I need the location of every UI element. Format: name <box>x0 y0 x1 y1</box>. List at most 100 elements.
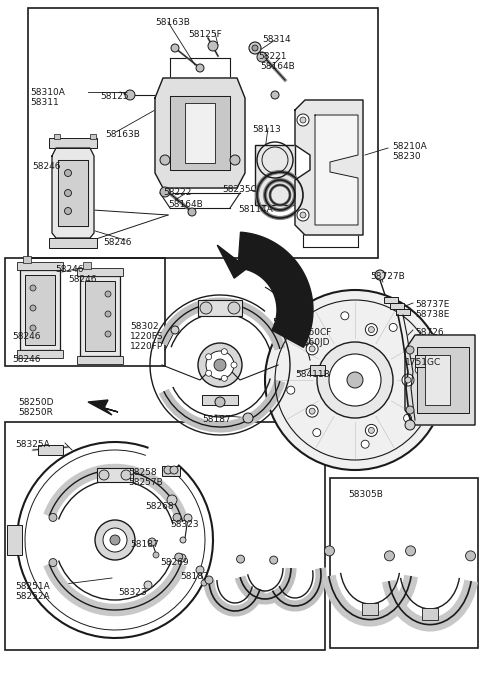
Text: 58163B: 58163B <box>105 130 140 139</box>
Circle shape <box>286 318 294 326</box>
Bar <box>362 603 378 615</box>
Circle shape <box>384 551 395 561</box>
Circle shape <box>180 537 186 543</box>
Circle shape <box>243 413 253 423</box>
Text: 58125F: 58125F <box>188 30 222 39</box>
Text: 58246: 58246 <box>32 162 60 171</box>
Polygon shape <box>58 160 88 226</box>
Circle shape <box>153 552 159 558</box>
Text: 58323: 58323 <box>118 588 146 597</box>
Text: 58251A: 58251A <box>15 582 50 591</box>
Bar <box>425 355 450 405</box>
Circle shape <box>148 538 156 546</box>
Text: 58411B: 58411B <box>295 370 330 379</box>
Circle shape <box>231 362 237 368</box>
Circle shape <box>341 312 349 320</box>
Bar <box>23 256 31 263</box>
Circle shape <box>324 546 335 556</box>
Circle shape <box>160 155 170 165</box>
Polygon shape <box>217 245 247 278</box>
Circle shape <box>178 554 186 562</box>
Text: 58246: 58246 <box>68 275 96 284</box>
Text: 58737E: 58737E <box>415 300 449 309</box>
Circle shape <box>365 323 377 336</box>
Circle shape <box>237 555 245 563</box>
Bar <box>49 138 97 148</box>
Circle shape <box>196 566 204 574</box>
Circle shape <box>300 212 306 218</box>
Circle shape <box>221 349 228 355</box>
Circle shape <box>198 343 242 387</box>
Circle shape <box>30 325 36 331</box>
Bar <box>97 468 133 482</box>
Text: 58187: 58187 <box>130 540 159 549</box>
Circle shape <box>30 285 36 291</box>
Text: 1360CF: 1360CF <box>298 328 332 337</box>
Text: 58250R: 58250R <box>18 408 53 417</box>
Bar <box>5 258 165 366</box>
Bar <box>415 355 435 367</box>
Circle shape <box>205 370 212 376</box>
Polygon shape <box>52 148 94 238</box>
Circle shape <box>30 305 36 311</box>
Circle shape <box>184 514 192 522</box>
Bar <box>80 276 120 356</box>
Circle shape <box>297 114 309 126</box>
Bar <box>7 525 22 555</box>
Text: 58246: 58246 <box>12 332 40 341</box>
Text: 58125: 58125 <box>100 92 129 101</box>
Circle shape <box>105 311 111 317</box>
Circle shape <box>105 291 111 297</box>
Polygon shape <box>295 100 363 235</box>
Circle shape <box>313 429 321 436</box>
Circle shape <box>306 343 318 355</box>
Bar <box>77 268 123 276</box>
Bar <box>49 238 97 248</box>
Circle shape <box>95 520 135 560</box>
Circle shape <box>208 41 218 51</box>
Circle shape <box>105 331 111 337</box>
Text: 58164B: 58164B <box>168 200 203 209</box>
Circle shape <box>405 377 411 383</box>
Circle shape <box>405 420 415 430</box>
Circle shape <box>406 546 416 556</box>
Circle shape <box>215 397 225 407</box>
Text: 58250D: 58250D <box>18 398 53 407</box>
Circle shape <box>368 427 374 434</box>
Text: 58210A: 58210A <box>392 142 427 151</box>
Bar <box>390 303 404 309</box>
Circle shape <box>404 414 411 422</box>
Bar <box>38 445 63 455</box>
Text: 1751GC: 1751GC <box>405 358 441 367</box>
Bar <box>28 8 378 258</box>
Circle shape <box>103 528 127 552</box>
Circle shape <box>205 353 212 360</box>
Bar <box>90 134 96 139</box>
Circle shape <box>201 580 207 586</box>
Text: 58246: 58246 <box>103 238 132 247</box>
Circle shape <box>167 495 177 505</box>
Circle shape <box>270 556 278 564</box>
Circle shape <box>221 375 228 382</box>
Text: 58302: 58302 <box>130 322 158 331</box>
Circle shape <box>214 359 226 371</box>
Circle shape <box>309 346 315 352</box>
Text: 58311: 58311 <box>30 98 59 107</box>
Bar <box>5 422 325 650</box>
Circle shape <box>297 209 309 221</box>
Circle shape <box>347 372 363 388</box>
Circle shape <box>170 466 178 474</box>
Circle shape <box>64 169 72 177</box>
Text: 58222: 58222 <box>163 188 192 197</box>
Text: 58269: 58269 <box>160 558 189 567</box>
Text: 1220FS: 1220FS <box>130 332 164 341</box>
Circle shape <box>200 302 212 314</box>
Bar <box>422 608 438 620</box>
Text: 1220FP: 1220FP <box>130 342 163 351</box>
Circle shape <box>171 44 179 52</box>
Text: 58187: 58187 <box>180 572 209 581</box>
Circle shape <box>265 290 445 470</box>
Bar <box>384 297 398 303</box>
Bar <box>198 300 242 316</box>
Text: 58221: 58221 <box>258 52 287 61</box>
